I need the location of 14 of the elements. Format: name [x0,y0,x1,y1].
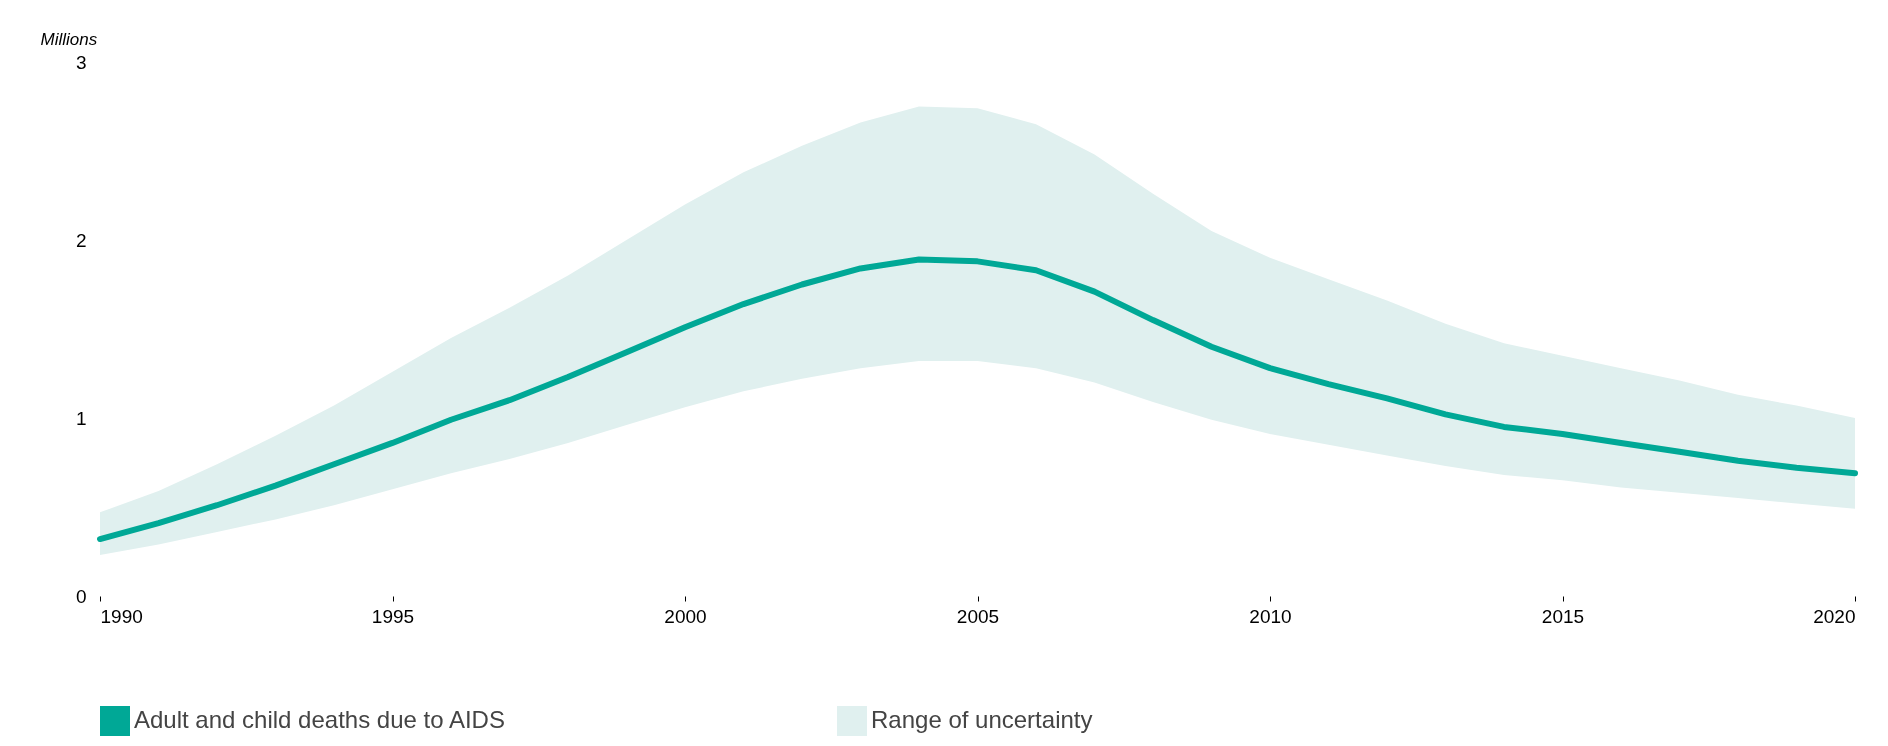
y-tick-label: 1 [75,407,87,429]
x-tick-label: 1995 [371,605,415,627]
x-tick-label: 2005 [956,605,1000,627]
x-tick-label: 2015 [1541,605,1585,627]
y-tick-label: 2 [75,229,87,251]
x-tick-label: 2020 [1813,605,1856,627]
legend-label: Range of uncertainty [871,706,1093,733]
y-axis-title: Millions [40,29,98,49]
y-tick-label: 3 [75,51,87,73]
legend-label: Adult and child deaths due to AIDS [134,706,505,733]
x-tick-label: 1990 [100,605,143,627]
x-tick-label: 2000 [664,605,707,627]
y-tick-label: 0 [75,585,87,607]
x-tick-label: 2010 [1249,605,1292,627]
